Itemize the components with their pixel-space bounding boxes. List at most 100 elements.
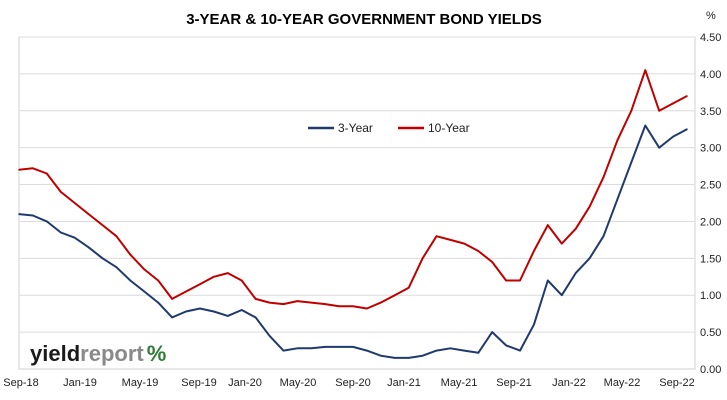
data-point (32, 214, 34, 217)
data-point (254, 298, 257, 300)
data-point (421, 257, 424, 260)
y-tick-label: 2.00 (700, 216, 721, 228)
data-point (143, 290, 146, 293)
data-point (533, 250, 535, 252)
x-tick-label: Sep-19 (181, 377, 216, 389)
data-point (561, 294, 563, 297)
data-point (463, 242, 466, 245)
data-point (213, 276, 215, 278)
data-point (129, 253, 132, 256)
data-point (644, 69, 647, 71)
data-point (18, 169, 20, 171)
data-point (296, 300, 299, 302)
legend: 3-Year 10-Year (308, 121, 470, 135)
data-point (87, 213, 90, 215)
x-tick-label: Sep-20 (335, 377, 370, 389)
data-point (449, 347, 452, 350)
data-point (644, 124, 647, 127)
data-point (574, 228, 577, 230)
y-tick-label: 4.00 (700, 69, 721, 81)
data-point (630, 161, 633, 164)
y-axis-ticks: 0.00 0.50 1.00 1.50 2.00 2.50 3.00 3.50 4.00 4.50 (700, 32, 721, 376)
data-point (561, 242, 563, 245)
data-point (366, 307, 368, 310)
data-point (449, 239, 452, 241)
x-tick-label: May-20 (280, 377, 317, 389)
legend-label-3-year: 3-Year (338, 121, 373, 135)
data-point (547, 279, 549, 282)
line-3-year (18, 124, 688, 359)
data-point (338, 346, 340, 348)
data-point (227, 315, 229, 317)
x-tick-label: Jan-22 (552, 377, 586, 389)
data-point (533, 323, 535, 326)
data-point (407, 357, 410, 359)
data-point (87, 246, 90, 249)
data-point (254, 316, 257, 319)
x-tick-label: Sep-21 (496, 377, 531, 389)
x-tick-label: Sep-22 (659, 377, 694, 389)
data-point (366, 349, 368, 352)
data-point (115, 235, 118, 237)
data-point (616, 139, 619, 142)
data-point (115, 266, 118, 269)
logo-text-report: report (80, 341, 144, 366)
data-point (101, 224, 104, 226)
data-point (435, 235, 438, 237)
data-point (672, 135, 674, 138)
data-point (616, 198, 619, 201)
data-point (240, 309, 243, 311)
data-point (519, 349, 521, 352)
yieldreport-logo: yieldreport% (30, 341, 166, 366)
legend-label-10-year: 10-Year (428, 121, 470, 135)
data-point (185, 310, 187, 313)
data-point (185, 290, 187, 293)
data-point (310, 347, 313, 350)
data-point (60, 191, 62, 193)
plot-area (18, 36, 696, 370)
data-point (547, 224, 549, 226)
data-point (227, 272, 229, 274)
data-point (380, 354, 382, 357)
data-point (407, 287, 410, 289)
data-point (18, 213, 20, 215)
data-point (352, 305, 354, 308)
y-tick-label: 0.00 (700, 364, 721, 376)
y-tick-label: 4.50 (700, 32, 721, 44)
y-tick-label: 1.50 (700, 253, 721, 265)
data-point (435, 349, 438, 352)
x-tick-label: Jan-21 (387, 377, 421, 389)
data-point (46, 172, 48, 175)
line-10-year (18, 69, 688, 310)
data-point (60, 231, 62, 234)
data-point (505, 344, 507, 347)
logo-text-yield: yield (30, 341, 80, 366)
data-point (157, 279, 159, 282)
data-point (602, 235, 605, 237)
data-point (73, 236, 76, 239)
y-tick-label: 3.00 (700, 143, 721, 155)
x-tick-label: May-19 (122, 377, 159, 389)
series-3-year (18, 124, 688, 359)
data-point (574, 272, 577, 274)
data-point (380, 301, 382, 304)
data-point (199, 283, 201, 286)
y-tick-label: 0.50 (700, 327, 721, 339)
chart-title: 3-YEAR & 10-YEAR GOVERNMENT BOND YIELDS (186, 11, 542, 28)
data-point (588, 257, 591, 260)
data-point (46, 220, 48, 223)
grid-lines (19, 36, 695, 333)
y-axis-label: % (706, 10, 716, 22)
data-point (519, 279, 521, 282)
data-point (171, 298, 173, 300)
data-point (477, 250, 480, 252)
data-point (310, 301, 313, 304)
data-point (588, 205, 591, 208)
data-point (73, 202, 76, 204)
data-point (672, 102, 674, 105)
data-point (602, 176, 605, 178)
data-point (268, 335, 271, 337)
data-point (463, 349, 466, 352)
x-tick-label: Jan-20 (228, 377, 262, 389)
